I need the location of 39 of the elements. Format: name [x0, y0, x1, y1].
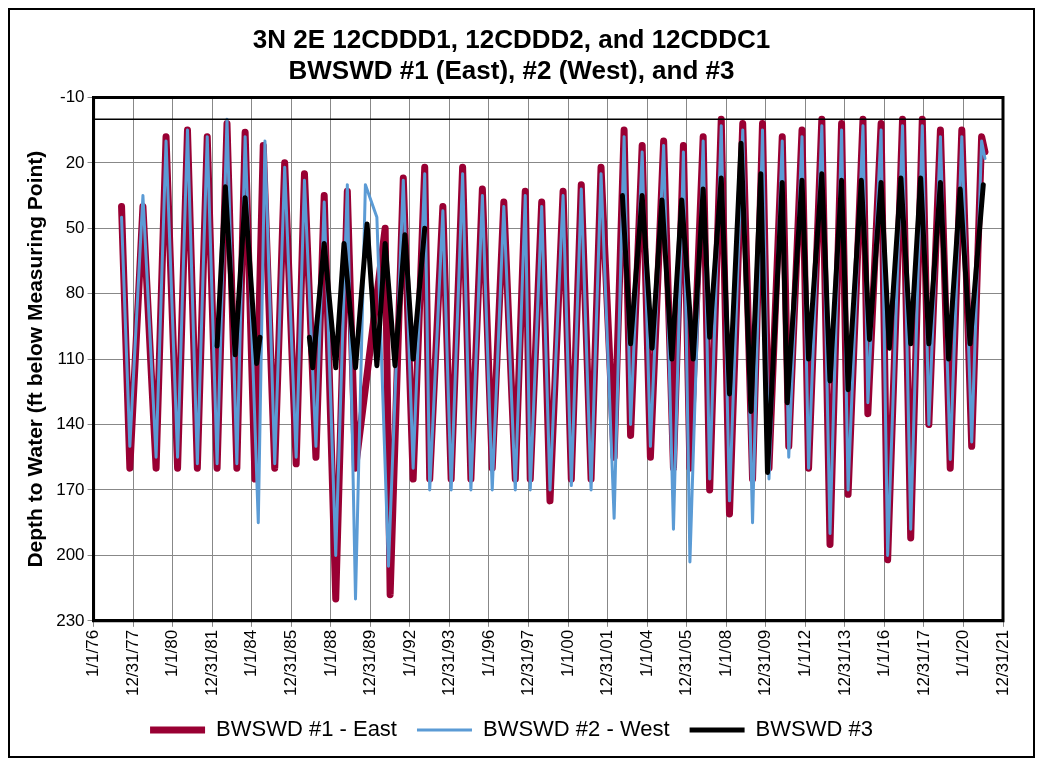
x-tick-label: 1/1/20 — [953, 629, 973, 678]
x-tick-label: 12/31/01 — [597, 629, 617, 697]
x-tick-label: 1/1/00 — [557, 629, 577, 678]
y-tick-label: -10 — [59, 87, 85, 107]
x-tick-label: 1/1/16 — [874, 629, 894, 678]
x-tick-label: 1/1/88 — [320, 629, 340, 678]
legend-label: BWSWD #1 - East — [216, 716, 397, 742]
x-tick-label: 12/31/89 — [360, 629, 380, 697]
x-tick-label: 1/1/80 — [162, 629, 182, 678]
y-tick-label: 230 — [56, 610, 85, 630]
x-tick-label: 1/1/76 — [83, 629, 103, 678]
x-tick-label: 12/31/93 — [439, 629, 459, 697]
x-tick-label: 12/31/81 — [201, 629, 221, 697]
x-tick-label: 12/31/13 — [834, 629, 854, 697]
y-tick-label: 170 — [56, 479, 85, 499]
x-tick-label: 12/31/77 — [122, 629, 142, 697]
y-tick-label: 20 — [65, 152, 85, 172]
legend-label: BWSWD #2 - West — [482, 716, 670, 742]
x-tick-label: 12/31/09 — [755, 629, 775, 697]
y-tick-label: 200 — [56, 545, 85, 565]
x-tick-label: 1/1/12 — [795, 629, 815, 678]
x-tick-label: 1/1/92 — [399, 629, 419, 678]
x-tick-label: 1/1/84 — [241, 629, 261, 678]
x-tick-label: 1/1/08 — [715, 629, 735, 678]
y-tick-label: 80 — [65, 283, 85, 303]
text: 3N 2E 12CDDD1, 12CDDD2, and 12CDDC1 — [252, 23, 771, 54]
x-tick-label: 12/31/05 — [676, 629, 696, 697]
x-tick-label: 1/1/04 — [636, 629, 656, 678]
y-tick-label: 110 — [57, 348, 85, 368]
x-tick-label: 12/31/21 — [992, 629, 1012, 697]
x-tick-label: 12/31/85 — [280, 629, 300, 697]
legend-label: BWSWD #3 — [755, 716, 873, 742]
y-tick-label: 140 — [56, 414, 85, 434]
x-tick-label: 12/31/17 — [913, 629, 933, 697]
y-axis-title: Depth to Water (ft below Measuring Point) — [23, 150, 47, 568]
text: BWSWD #1 (East), #2 (West), and #3 — [288, 54, 735, 85]
y-tick-label: 50 — [65, 217, 85, 237]
x-tick-label: 1/1/96 — [478, 629, 498, 678]
x-tick-label: 12/31/97 — [518, 629, 538, 697]
